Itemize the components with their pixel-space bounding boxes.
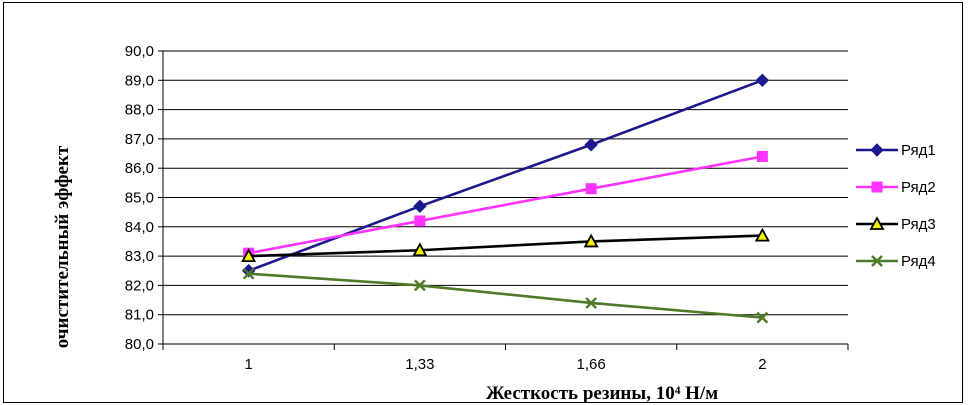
x-axis-title: Жесткость резины, 10⁴ Н/м	[486, 383, 718, 404]
legend: Ряд1 Ряд2 Ряд3 Ряд4	[856, 142, 936, 270]
data-point	[754, 227, 770, 242]
y-axis-title: очистительный эффект	[52, 145, 73, 348]
data-point	[756, 311, 769, 324]
data-point	[585, 297, 597, 309]
series-group	[241, 73, 770, 324]
legend-label: Ряд4	[901, 253, 936, 270]
y-tick-label: 83,0	[125, 248, 154, 265]
y-tick-label: 81,0	[125, 307, 154, 324]
legend-label: Ряд1	[901, 142, 936, 159]
data-point	[413, 199, 427, 213]
data-point	[584, 138, 598, 152]
series-line	[248, 234, 763, 258]
y-tick-label: 86,0	[125, 160, 154, 177]
series-4	[242, 267, 769, 324]
legend-entry: Ряд4	[856, 253, 936, 270]
y-tick-label: 87,0	[125, 131, 154, 148]
y-tick-label: 80,0	[125, 336, 154, 353]
x-tick-label: 2	[758, 356, 766, 373]
series-3	[241, 227, 770, 263]
y-tick-labels: 80,0 81,0 82,0 83,0 84,0 85,0 86,0 87,0 88,0 89,0…	[125, 43, 154, 353]
series-1	[241, 73, 770, 278]
axes	[158, 50, 849, 350]
legend-entry: Ряд1	[856, 142, 936, 159]
legend-entry: Ряд2	[856, 179, 936, 196]
legend-entry: Ряд3	[856, 216, 936, 233]
x-tick-label: 1,33	[405, 356, 434, 373]
y-tick-label: 89,0	[125, 72, 154, 89]
data-point	[755, 73, 770, 88]
gridlines	[163, 50, 848, 345]
data-point	[583, 233, 599, 248]
data-point	[412, 242, 428, 257]
x-tick-label: 1,66	[577, 356, 606, 373]
y-tick-label: 88,0	[125, 102, 154, 119]
legend-marker	[871, 255, 883, 267]
data-point	[756, 150, 768, 162]
y-tick-label: 84,0	[125, 219, 154, 236]
series-line	[248, 272, 763, 319]
y-tick-label: 82,0	[125, 277, 154, 294]
data-point	[242, 267, 255, 280]
data-point	[241, 248, 257, 263]
legend-label: Ряд3	[901, 216, 936, 233]
series-line	[248, 155, 763, 255]
series-line	[248, 79, 763, 272]
data-point	[414, 215, 426, 227]
y-tick-label: 85,0	[125, 190, 154, 207]
legend-marker	[869, 216, 885, 230]
x-tick-labels: 1 1,33 1,66 2	[244, 356, 766, 373]
data-point	[585, 183, 597, 195]
legend-label: Ряд2	[901, 179, 936, 196]
legend-marker	[870, 143, 884, 157]
legend-marker	[871, 181, 883, 193]
y-tick-label: 90,0	[125, 43, 154, 60]
data-point	[414, 279, 426, 292]
x-tick-label: 1	[244, 356, 252, 373]
